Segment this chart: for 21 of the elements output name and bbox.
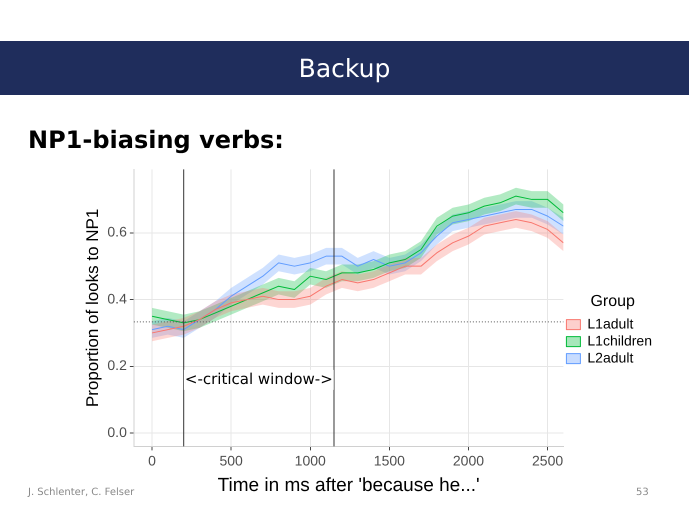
text: 53 (636, 487, 649, 498)
x-tick-label: 0 (148, 452, 156, 469)
annotation: <-critical window-> (184, 370, 333, 388)
legend-label: L2adult (587, 349, 634, 366)
x-axis-title: Time in ms after 'because he...' (218, 474, 480, 496)
y-tick-label: 0.0 (107, 424, 128, 440)
x-tick-label: 2500 (532, 452, 564, 469)
legend-label: L1adult (587, 315, 634, 332)
legend-label: L1children (587, 332, 652, 348)
y-tick-label: 0.4 (107, 290, 128, 306)
x-tick-label: 2000 (452, 452, 484, 469)
y-tick-label: 0.2 (107, 357, 128, 374)
x-tick-label: 1000 (294, 452, 326, 469)
text: J. Schlenter, C. Felser (28, 487, 134, 498)
y-tick-label: 0.6 (107, 224, 128, 240)
x-tick-label: 500 (219, 452, 244, 469)
x-tick-label: 1500 (374, 452, 406, 469)
chart-subtitle: NP1-biasing verbs: (28, 126, 284, 154)
legend-title: Group (590, 292, 636, 310)
y-axis-title: Proportion of looks to NP1 (82, 208, 102, 408)
chart-title: Backup (0, 41, 689, 95)
